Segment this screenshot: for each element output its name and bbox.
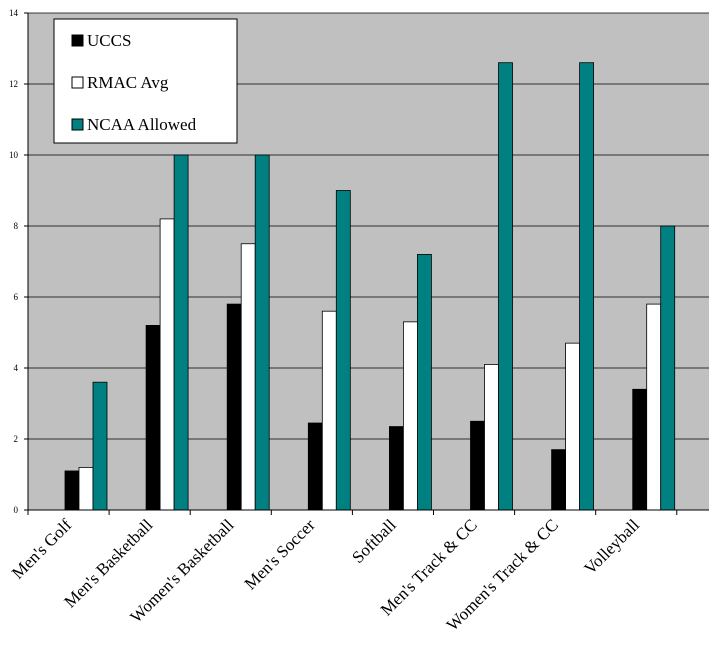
x-category-label: Men's Soccer [241,515,319,593]
legend-label: RMAC Avg [87,73,169,92]
bar-uccs-5 [470,420,485,511]
bar-ncaa-allowed-5 [498,62,513,511]
bar-uccs-7 [632,388,648,511]
y-tick-label: 8 [14,221,19,231]
bar-rmac-avg-6 [565,342,580,511]
bar-uccs-0 [64,470,80,511]
bar-ncaa-allowed-0 [92,381,108,511]
y-tick-label: 6 [14,292,19,302]
bar-rmac-avg-2 [240,243,256,511]
x-category-label: Volleyball [580,515,643,578]
bar-ncaa-allowed-4 [416,253,432,511]
bar-rmac-avg-5 [484,364,499,511]
bar-rmac-avg-0 [78,466,94,511]
bar-uccs-2 [226,303,242,511]
bar-rmac-avg-4 [402,321,418,511]
legend-swatch [71,34,84,47]
y-tick-label: 4 [14,363,19,373]
x-category-label: Softball [348,515,400,567]
legend-label: NCAA Allowed [87,115,197,134]
y-tick-label: 0 [14,505,19,515]
bar-rmac-avg-7 [646,303,662,511]
y-tick-label: 14 [9,8,19,18]
legend-swatch [71,118,84,131]
y-axis-ticks: 0 2 4 6 8 10 12 14 [9,8,28,515]
bar-ncaa-allowed-2 [254,154,270,511]
bar-ncaa-allowed-7 [660,225,676,511]
bar-uccs-3 [307,422,323,511]
legend-label: UCCS [87,31,131,50]
legend-swatch [71,76,84,89]
bar-ncaa-allowed-1 [173,154,189,511]
bar-rmac-avg-1 [159,218,175,511]
y-tick-label: 2 [14,434,19,444]
axes [27,13,709,515]
y-tick-label: 12 [9,79,18,89]
legend-box [53,18,238,144]
bar-ncaa-allowed-3 [335,190,351,511]
gridlines [28,12,709,440]
x-category-label: Men's Golf [8,515,76,583]
y-tick-label: 10 [9,150,19,160]
bars-group [64,62,676,511]
bar-uccs-6 [551,449,566,511]
bar-uccs-4 [388,426,404,511]
bar-uccs-1 [145,324,161,511]
bar-ncaa-allowed-6 [579,62,594,511]
legend: UCCS RMAC Avg NCAA Allowed [53,18,238,144]
bar-rmac-avg-3 [321,310,337,511]
